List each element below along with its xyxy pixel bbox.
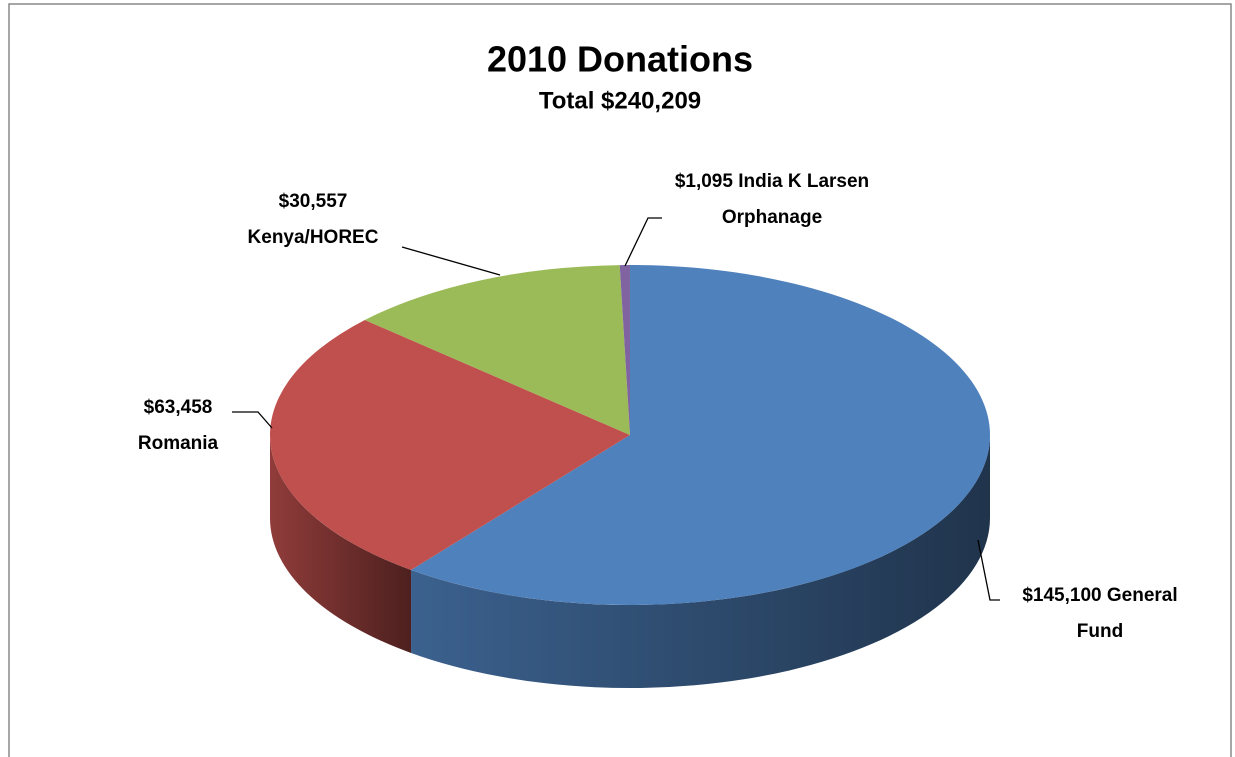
slice-side xyxy=(270,435,412,653)
category-label: General Fund xyxy=(1076,585,1178,642)
leader-line xyxy=(624,217,662,267)
slice xyxy=(364,265,630,435)
value-label: $30,557 xyxy=(278,191,348,212)
chart-frame xyxy=(8,3,1232,757)
data-label-text: $30,557 Kenya/HOREC xyxy=(243,184,383,256)
category-label: Kenya/HOREC xyxy=(247,227,379,248)
pie xyxy=(269,265,990,689)
data-label-text: $145,100 General Fund xyxy=(1010,578,1190,650)
data-label-text: $63,458 Romania xyxy=(118,390,238,462)
slice-side xyxy=(411,435,990,689)
chart-subtitle: Total $240,209 xyxy=(539,87,701,114)
leader-line xyxy=(977,539,1000,601)
data-label-text: $1,095 India K Larsen Orphanage xyxy=(672,164,872,236)
data-labels: $145,100 General Fund $63,458 Romania $30,… xyxy=(118,164,1190,650)
data-label: $1,095 India K Larsen Orphanage xyxy=(672,164,872,236)
value-label: $145,100 xyxy=(1022,585,1102,606)
data-label: $63,458 Romania xyxy=(118,390,238,462)
category-label: Romania xyxy=(137,433,219,454)
value-label: $63,458 xyxy=(143,397,213,418)
slice xyxy=(619,265,630,435)
data-label: $30,557 Kenya/HOREC xyxy=(243,184,383,256)
leader-line xyxy=(401,246,501,276)
value-label: $1,095 xyxy=(674,171,733,192)
leader-line xyxy=(232,411,273,429)
slice xyxy=(411,265,990,606)
data-label: $145,100 General Fund xyxy=(1010,578,1190,650)
slice xyxy=(269,320,630,570)
chart-title: 2010 Donations xyxy=(487,39,753,80)
category-label: India K Larsen Orphanage xyxy=(721,171,870,228)
